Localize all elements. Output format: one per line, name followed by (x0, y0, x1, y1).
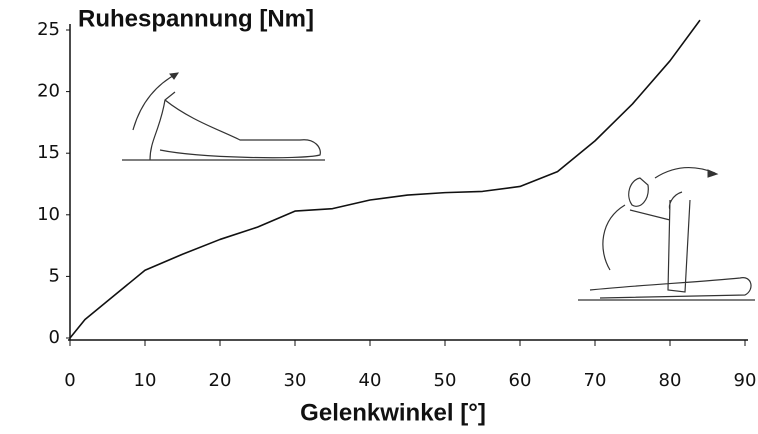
y-tick-label: 15 (37, 142, 60, 163)
x-tick-label: 80 (659, 370, 682, 391)
x-axis-label: Gelenkwinkel [°] (300, 399, 486, 426)
chart-title: Ruhespannung [Nm] (78, 5, 314, 32)
illustration-lying (122, 73, 325, 160)
data-line (70, 20, 700, 338)
x-tick-label: 70 (584, 370, 607, 391)
chart: Ruhespannung [Nm] Gelenkwinkel [°] 0 5 10 1… (0, 0, 758, 434)
x-tick-label: 60 (509, 370, 532, 391)
x-tick-label: 90 (734, 370, 757, 391)
x-tick-label: 0 (64, 370, 75, 391)
y-tick-label: 10 (37, 204, 60, 225)
y-tick-label: 25 (37, 19, 60, 40)
x-tick-label: 10 (134, 370, 157, 391)
x-tick-label: 20 (209, 370, 232, 391)
illustration-stretch (578, 168, 755, 300)
x-tick-label: 50 (434, 370, 457, 391)
x-tick-label: 30 (284, 370, 307, 391)
y-tick-label: 20 (37, 81, 60, 102)
y-tick-label: 5 (49, 265, 60, 286)
y-tick-label: 0 (49, 327, 60, 348)
x-tick-label: 40 (359, 370, 382, 391)
